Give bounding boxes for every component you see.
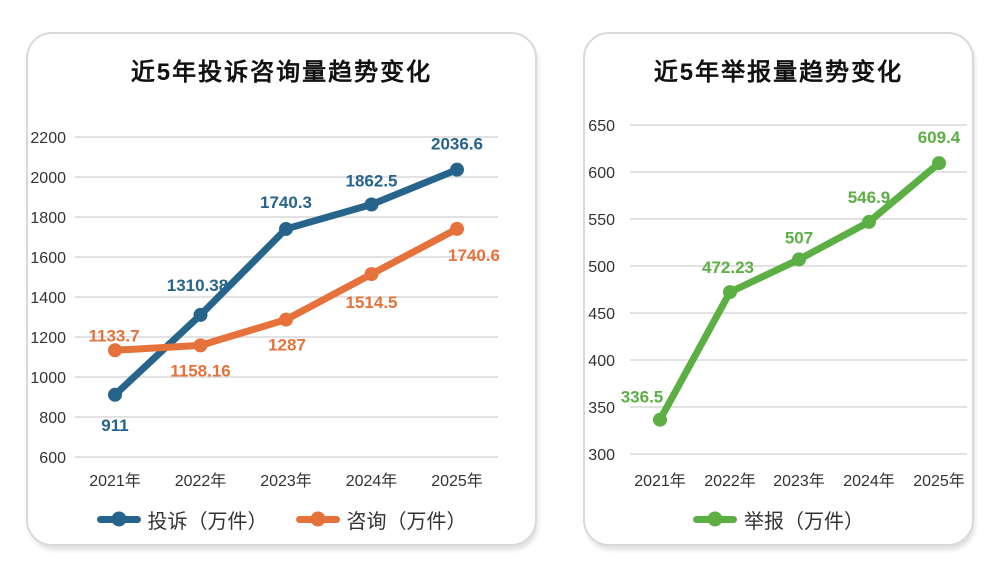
x-axis-label: 2025年 (431, 472, 483, 490)
data-label: 546.9 (848, 188, 891, 207)
data-label: 1310.38 (167, 276, 228, 295)
dot-icon (111, 511, 126, 527)
x-axis-label: 2023年 (260, 472, 312, 490)
y-tick-label: 600 (39, 450, 66, 467)
data-point (279, 221, 293, 236)
data-point (279, 312, 293, 327)
data-point (450, 162, 464, 177)
data-point (932, 156, 946, 171)
legend-item: 投诉（万件） (96, 505, 268, 534)
y-tick-label: 1200 (30, 330, 66, 347)
data-point (193, 338, 208, 353)
x-axis-label: 2022年 (175, 472, 227, 490)
series-line-0 (656, 159, 943, 424)
data-label: 911 (101, 416, 128, 435)
data-label: 1740.3 (260, 193, 312, 212)
legend-item: 举报（万件） (693, 505, 864, 534)
data-label: 1862.5 (346, 172, 398, 191)
x-axis-label: 2021年 (89, 472, 141, 490)
legend-reports: 举报（万件） (585, 504, 972, 534)
complaints-consultations-plot: 600 800 1000 1200 1400 1600 1800 2000 2200 2021年 2… (30, 130, 500, 490)
data-label: 472.23 (702, 258, 754, 277)
legend-label: 咨询（万件） (346, 510, 467, 533)
y-tick-label: 400 (588, 353, 615, 370)
y-tick-label: 1400 (30, 290, 66, 307)
x-axis-label: 2021年 (634, 472, 686, 490)
y-tick-label: 1000 (30, 370, 66, 387)
y-tick-label: 550 (588, 212, 615, 229)
y-tick-label: 650 (588, 118, 615, 135)
data-label: 1287 (268, 336, 306, 355)
y-tick-label: 450 (588, 306, 615, 323)
dot-icon (707, 511, 723, 527)
y-tick-label: 2200 (30, 130, 66, 147)
line-marker-icon (693, 511, 737, 527)
data-label: 1158.16 (170, 361, 231, 380)
x-axis-label: 2022年 (704, 472, 756, 490)
x-axis-label: 2024年 (346, 472, 398, 490)
y-tick-label: 500 (588, 259, 615, 276)
data-point (364, 267, 379, 282)
data-point (723, 285, 737, 300)
data-label: 1740.6 (448, 246, 500, 265)
reports-plot: 300 350 400 450 500 550 600 650 2021年 2022年 2023年 2… (588, 118, 967, 490)
data-label: 336.5 (621, 388, 664, 407)
chart-title-reports: 近5年举报量趋势变化 (653, 59, 904, 86)
x-axis-label: 2024年 (843, 472, 895, 490)
y-tick-label: 300 (588, 447, 615, 464)
data-point (653, 412, 667, 427)
chart-title-complaints-consultations: 近5年投诉咨询量趋势变化 (130, 59, 433, 86)
dot-icon (310, 511, 325, 527)
x-axis-label: 2023年 (773, 472, 825, 490)
legend-label: 举报（万件） (744, 510, 864, 533)
y-tick-label: 800 (39, 410, 66, 427)
data-point (364, 197, 379, 212)
complaints-consultations-chart-card: 近5年投诉咨询量趋势变化 600 800 1000 1200 1400 1600 1800 2… (26, 32, 537, 546)
y-tick-label: 350 (588, 400, 615, 417)
line-marker-icon (295, 511, 340, 527)
legend-item: 咨询（万件） (295, 505, 467, 534)
reports-chart-card: 近5年举报量趋势变化 300 350 400 450 500 550 600 650 2021年… (583, 32, 974, 546)
x-axis-label: 2025年 (913, 472, 965, 490)
y-tick-label: 2000 (30, 170, 66, 187)
data-label: 2036.6 (431, 135, 483, 154)
data-label: 1133.7 (88, 326, 139, 345)
data-point (862, 214, 876, 229)
data-point (108, 343, 122, 358)
data-point (108, 387, 122, 402)
legend-complaints-consultations: 投诉（万件） 咨询（万件） (28, 504, 535, 534)
y-tick-label: 600 (588, 165, 615, 182)
data-label: 1514.5 (346, 293, 398, 312)
data-label: 507 (785, 228, 813, 247)
legend-label: 投诉（万件） (147, 510, 268, 533)
data-point (792, 252, 806, 267)
data-point (193, 307, 208, 322)
y-tick-label: 1600 (30, 250, 66, 267)
line-marker-icon (96, 511, 141, 527)
y-tick-label: 1800 (30, 210, 66, 227)
data-label: 609.4 (918, 128, 961, 147)
data-point (450, 221, 464, 236)
